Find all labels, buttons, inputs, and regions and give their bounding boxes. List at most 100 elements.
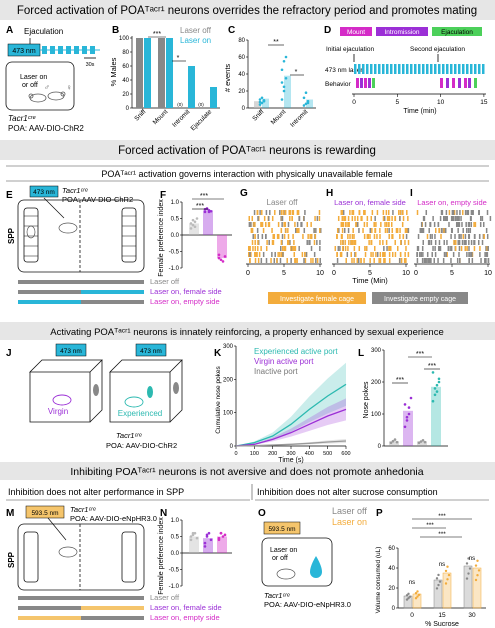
data-point <box>433 393 437 397</box>
laser-pulse <box>466 64 469 74</box>
raster-tick <box>389 246 392 251</box>
raster-tick <box>478 210 480 215</box>
raster-tick <box>336 252 338 257</box>
raster-tick <box>342 222 345 227</box>
raster-tick <box>303 258 305 263</box>
bar <box>144 38 151 108</box>
raster-tick <box>424 258 427 263</box>
bar <box>188 66 195 108</box>
virus-label: POA: AAV-DIO-eNpHR3.0 <box>70 514 157 523</box>
panel-f: F Female preference index -1.0 -0.5 0.0 0.5… <box>158 190 232 277</box>
raster-tick <box>407 216 409 221</box>
raster-tick <box>404 228 407 233</box>
condition-bar <box>81 280 144 284</box>
raster-tick <box>460 234 462 239</box>
data-point <box>282 85 286 89</box>
raster-tick <box>337 246 340 251</box>
legend-label: Ejaculation <box>441 29 473 36</box>
y-axis-label: Female preference index <box>158 199 165 277</box>
raster-tick <box>485 246 487 251</box>
raster-tick <box>426 258 428 263</box>
data-point <box>435 390 439 393</box>
data-point <box>284 55 288 59</box>
raster-tick <box>294 258 296 263</box>
x-tick-label: Ejaculate <box>190 108 214 132</box>
laser-pulse <box>386 64 389 74</box>
bar <box>403 410 413 446</box>
panel-letter: B <box>112 25 119 36</box>
raster-tick <box>464 240 466 245</box>
raster-tick <box>369 258 371 263</box>
sig-label: ns <box>469 556 475 562</box>
raster-tick <box>276 258 278 263</box>
virus-label: POA: AAV-DIO-ChR2 <box>62 195 133 204</box>
y-tick-label: 200 <box>371 380 382 386</box>
raster-tick <box>266 240 268 245</box>
laser-pulse <box>354 64 357 74</box>
panel-letter: F <box>160 190 166 201</box>
raster-tick <box>460 216 462 221</box>
raster-tick <box>253 210 256 215</box>
data-point <box>408 595 412 598</box>
x-tick-label: 5 <box>450 270 454 277</box>
raster-tick <box>385 222 388 227</box>
bar <box>210 87 217 108</box>
x-tick-label: 0 <box>332 270 336 277</box>
raster-tick <box>340 222 343 227</box>
raster-tick <box>481 216 484 221</box>
raster-tick <box>400 258 403 263</box>
raster-tick <box>283 234 286 239</box>
raster-tick <box>383 216 386 221</box>
y-tick-label: 20 <box>122 92 129 98</box>
data-point <box>304 102 308 106</box>
legend-investigate-empty <box>372 292 468 304</box>
raster-tick <box>279 258 282 263</box>
raster-tick <box>397 246 399 251</box>
bar <box>306 99 313 108</box>
data-point <box>423 440 427 444</box>
legend-label: Inactive port <box>254 367 298 376</box>
raster-tick <box>293 240 295 245</box>
raster-tick <box>450 216 453 221</box>
data-point <box>189 227 193 230</box>
raster-tick <box>344 240 346 245</box>
raster-tick <box>450 234 452 239</box>
raster-tick <box>385 240 388 245</box>
raster-tick <box>255 252 258 257</box>
raster-tick <box>248 246 251 251</box>
raster-tick <box>479 252 481 257</box>
raster-tick <box>465 240 467 245</box>
raster-tick <box>268 222 271 227</box>
data-point <box>446 565 449 568</box>
sig-label: ns <box>409 580 415 586</box>
raster-tick <box>315 228 317 233</box>
data-point <box>403 425 407 429</box>
raster-tick <box>340 210 343 215</box>
raster-tick <box>254 258 257 263</box>
sig-label: * <box>295 69 298 76</box>
data-point <box>405 598 409 601</box>
raster-tick <box>457 228 459 233</box>
raster-tick <box>274 252 276 257</box>
raster-tick <box>467 234 470 239</box>
x-tick-label: 10 <box>316 270 324 277</box>
raster-tick <box>347 216 350 221</box>
raster-tick <box>273 258 276 263</box>
raster-tick <box>456 210 458 215</box>
behavior-event <box>446 78 449 88</box>
error-band <box>236 398 346 446</box>
raster-tick <box>446 240 448 245</box>
y-tick-label: 60 <box>122 64 129 70</box>
raster-tick <box>479 246 481 251</box>
raster-tick <box>363 258 365 263</box>
raster-tick <box>460 246 463 251</box>
raster-tick <box>457 222 459 227</box>
raster-tick <box>294 222 296 227</box>
raster-tick <box>358 228 360 233</box>
laser-pulse <box>390 64 393 74</box>
header-3: Activating POAᵀᵃᶜʳ¹ neurons is innately … <box>50 327 444 338</box>
condition-bar <box>18 606 81 610</box>
raster-tick <box>434 246 436 251</box>
raster-tick <box>250 222 252 227</box>
raster-tick <box>374 216 376 221</box>
